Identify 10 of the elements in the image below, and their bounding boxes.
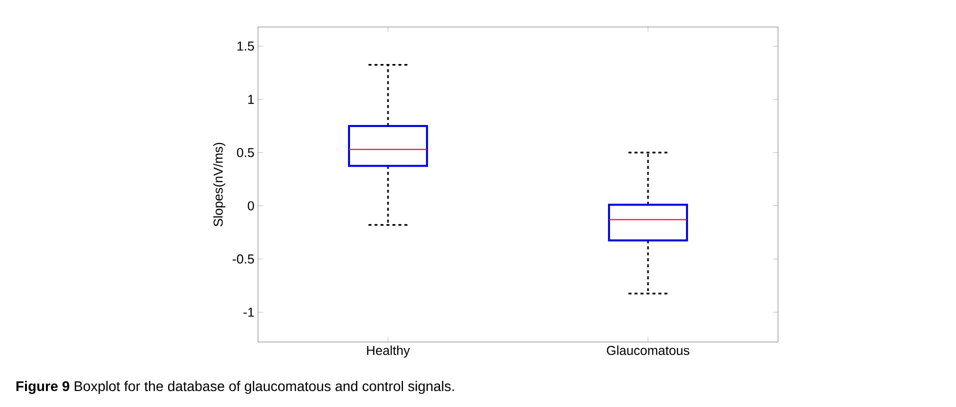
y-axis-title: Slopes(nV/ms) [213, 142, 226, 226]
x-tick-label: Glaucomatous [606, 346, 690, 356]
y-tick-label: 0 [248, 201, 254, 210]
text: Figure 9 Boxplot for the database of glaucomatous and control signals. [16, 380, 454, 394]
y-tick-label: 1 [248, 94, 254, 104]
y-tick-label: 1.5 [237, 42, 254, 51]
y-tick-label: -1 [244, 308, 254, 317]
y-tick-label: -0.5 [232, 254, 254, 264]
y-tick-label: 0.5 [236, 148, 254, 158]
x-tick-label: Healthy [367, 346, 410, 358]
